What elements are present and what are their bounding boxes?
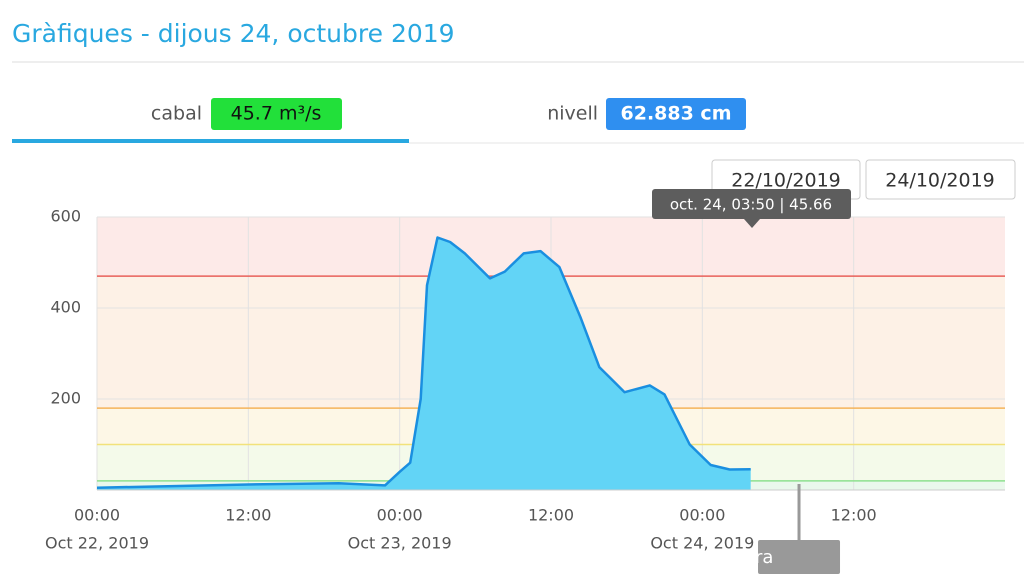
- y-tick-label: 400: [50, 298, 81, 317]
- badge-text: 62.883 cm: [621, 103, 732, 125]
- tooltip-text: oct. 24, 03:50 | 45.66: [670, 196, 832, 214]
- x-date-label: Oct 22, 2019: [45, 534, 149, 553]
- page-title: Gràfiques - dijous 24, octubre 2019: [12, 19, 455, 48]
- tab[interactable]: nivell 62.883 cm: [547, 98, 746, 130]
- x-tick-label: 12:00: [225, 506, 271, 525]
- tab[interactable]: cabal 45.7 m³/s: [151, 98, 342, 130]
- tooltip: oct. 24, 03:50 | 45.66: [652, 189, 851, 228]
- x-date-label: Oct 24, 2019: [650, 534, 754, 553]
- date-to[interactable]: 24/10/2019: [885, 170, 995, 192]
- date-from[interactable]: 22/10/2019: [731, 170, 841, 192]
- tooltip-arrow: [744, 219, 760, 228]
- y-tick-label: 200: [50, 389, 81, 408]
- x-tick-label: 12:00: [831, 506, 877, 525]
- x-tick-label: 12:00: [528, 506, 574, 525]
- x-tick-label: 00:00: [377, 506, 423, 525]
- badge-text: 45.7 m³/s: [231, 103, 322, 125]
- x-tick-label: 00:00: [74, 506, 120, 525]
- x-tick-label: 00:00: [679, 506, 725, 525]
- badge: [606, 98, 746, 130]
- tooltip-box: [652, 189, 851, 219]
- tab-label[interactable]: cabal: [151, 103, 202, 125]
- x-date-label: Oct 23, 2019: [348, 534, 452, 553]
- tab-label[interactable]: nivell: [547, 103, 598, 125]
- now-label: Ara: [743, 547, 774, 568]
- line: [96, 236, 751, 489]
- badge: [211, 98, 342, 130]
- now-label-box: [758, 540, 841, 574]
- y-tick-label: 600: [50, 207, 81, 226]
- date-to-button[interactable]: [865, 159, 1016, 200]
- chart: 200 400 600 00:00 Oct 22, 2019 12:00 00:00 Oct …: [45, 207, 1005, 574]
